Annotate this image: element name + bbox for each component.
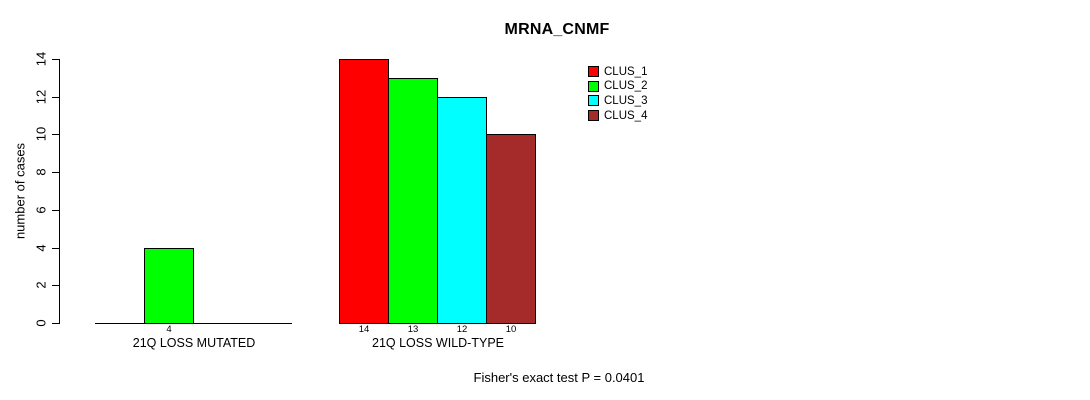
y-tick-mark — [52, 285, 59, 286]
legend-label: CLUS_4 — [604, 110, 648, 122]
y-tick-label: 4 — [33, 244, 49, 252]
y-tick-label: 0 — [33, 319, 49, 327]
y-tick-mark — [52, 323, 59, 324]
legend-swatch-clus_1 — [588, 66, 599, 77]
legend-swatch-clus_4 — [588, 110, 599, 121]
bar-clus_3 — [437, 97, 487, 324]
legend-swatch-clus_3 — [588, 95, 599, 106]
y-tick-mark — [52, 59, 59, 60]
chart-title: MRNA_CNMF — [504, 21, 610, 38]
y-axis-line — [59, 59, 60, 324]
bar-value-label: 14 — [358, 324, 370, 335]
y-tick-label: 12 — [33, 89, 49, 105]
bar-value-label: 4 — [166, 324, 172, 335]
bar-clus_4 — [486, 134, 536, 324]
y-tick-mark — [52, 172, 59, 173]
y-tick-mark — [52, 97, 59, 98]
y-tick-mark — [52, 134, 59, 135]
legend-label: CLUS_2 — [604, 80, 648, 92]
y-tick-mark — [52, 210, 59, 211]
legend-label: CLUS_1 — [604, 66, 648, 78]
y-tick-label: 8 — [33, 168, 49, 176]
bar-clus_2 — [388, 78, 438, 324]
bar-value-label: 12 — [456, 324, 468, 335]
x-category-label: 21Q LOSS WILD-TYPE — [372, 336, 504, 350]
stat-annotation: Fisher's exact test P = 0.0401 — [473, 370, 645, 385]
y-axis-title: number of cases — [12, 142, 28, 240]
bar-clus_2 — [144, 248, 194, 324]
bar-clus_1 — [339, 59, 389, 324]
bar-value-label: 13 — [407, 324, 419, 335]
y-tick-label: 14 — [33, 51, 49, 67]
x-category-label: 21Q LOSS MUTATED — [132, 336, 256, 350]
y-tick-label: 6 — [33, 206, 49, 214]
legend-swatch-clus_2 — [588, 81, 599, 92]
bar-value-label: 10 — [505, 324, 517, 335]
legend-label: CLUS_3 — [604, 95, 648, 107]
y-tick-label: 10 — [33, 126, 49, 142]
y-tick-mark — [52, 248, 59, 249]
y-tick-label: 2 — [33, 281, 49, 289]
